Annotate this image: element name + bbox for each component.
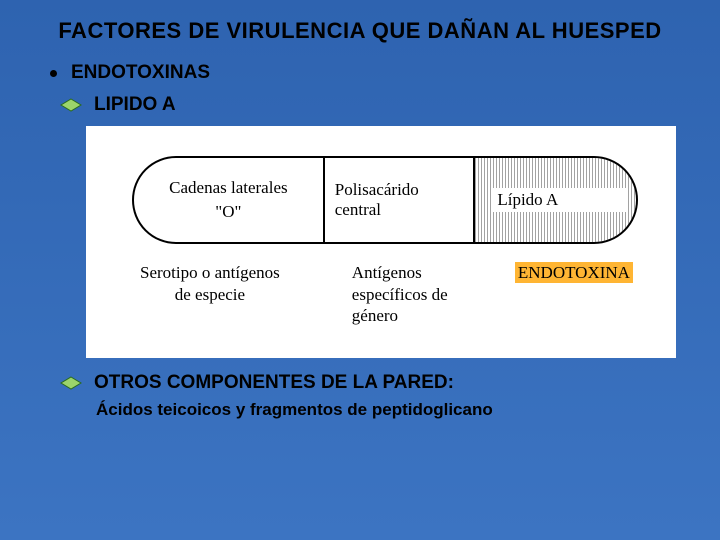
- segment-label: Polisacárido: [335, 180, 464, 200]
- slide-title: FACTORES DE VIRULENCIA QUE DAÑAN AL HUES…: [28, 18, 692, 44]
- capsule-annotations: Serotipo o antígenos de especie Antígeno…: [86, 262, 676, 326]
- segment-label: "O": [144, 202, 313, 222]
- annot-serotype: Serotipo o antígenos de especie: [86, 262, 334, 326]
- otros-detail: Ácidos teicoicos y fragmentos de peptido…: [96, 400, 692, 420]
- diamond-icon: [60, 98, 82, 112]
- annot-line: de especie: [94, 284, 326, 305]
- sub-label: LIPIDO A: [94, 94, 176, 116]
- sub-label: OTROS COMPONENTES DE LA PARED:: [94, 372, 454, 394]
- sub-otros: OTROS COMPONENTES DE LA PARED:: [60, 372, 692, 394]
- segment-label: Cadenas laterales: [144, 178, 313, 198]
- lps-figure: Cadenas laterales "O" Polisacárido centr…: [86, 126, 676, 358]
- bullet-dot-icon: [50, 70, 57, 77]
- segment-label-box: Lípido A: [491, 188, 626, 212]
- bullet-endotoxinas: ENDOTOXINAS: [50, 62, 692, 84]
- slide: FACTORES DE VIRULENCIA QUE DAÑAN AL HUES…: [0, 0, 720, 540]
- segment-o-chains: Cadenas laterales "O": [134, 158, 325, 242]
- annot-line: Antígenos: [352, 262, 501, 283]
- sub-lipido-a: LIPIDO A: [60, 94, 692, 116]
- annot-line: específicos de: [352, 284, 501, 305]
- annot-line: Serotipo o antígenos: [94, 262, 326, 283]
- segment-core-polysaccharide: Polisacárido central: [325, 158, 476, 242]
- segment-label: central: [335, 200, 464, 220]
- bullet-label: ENDOTOXINAS: [71, 62, 210, 84]
- segment-lipid-a: Lípido A: [475, 158, 636, 242]
- highlight-label: ENDOTOXINA: [515, 262, 633, 283]
- annot-line: género: [352, 305, 501, 326]
- diamond-icon: [60, 376, 82, 390]
- annot-endotoxin: ENDOTOXINA: [505, 262, 676, 326]
- annot-genus-antigens: Antígenos específicos de género: [334, 262, 505, 326]
- capsule-diagram: Cadenas laterales "O" Polisacárido centr…: [132, 156, 638, 244]
